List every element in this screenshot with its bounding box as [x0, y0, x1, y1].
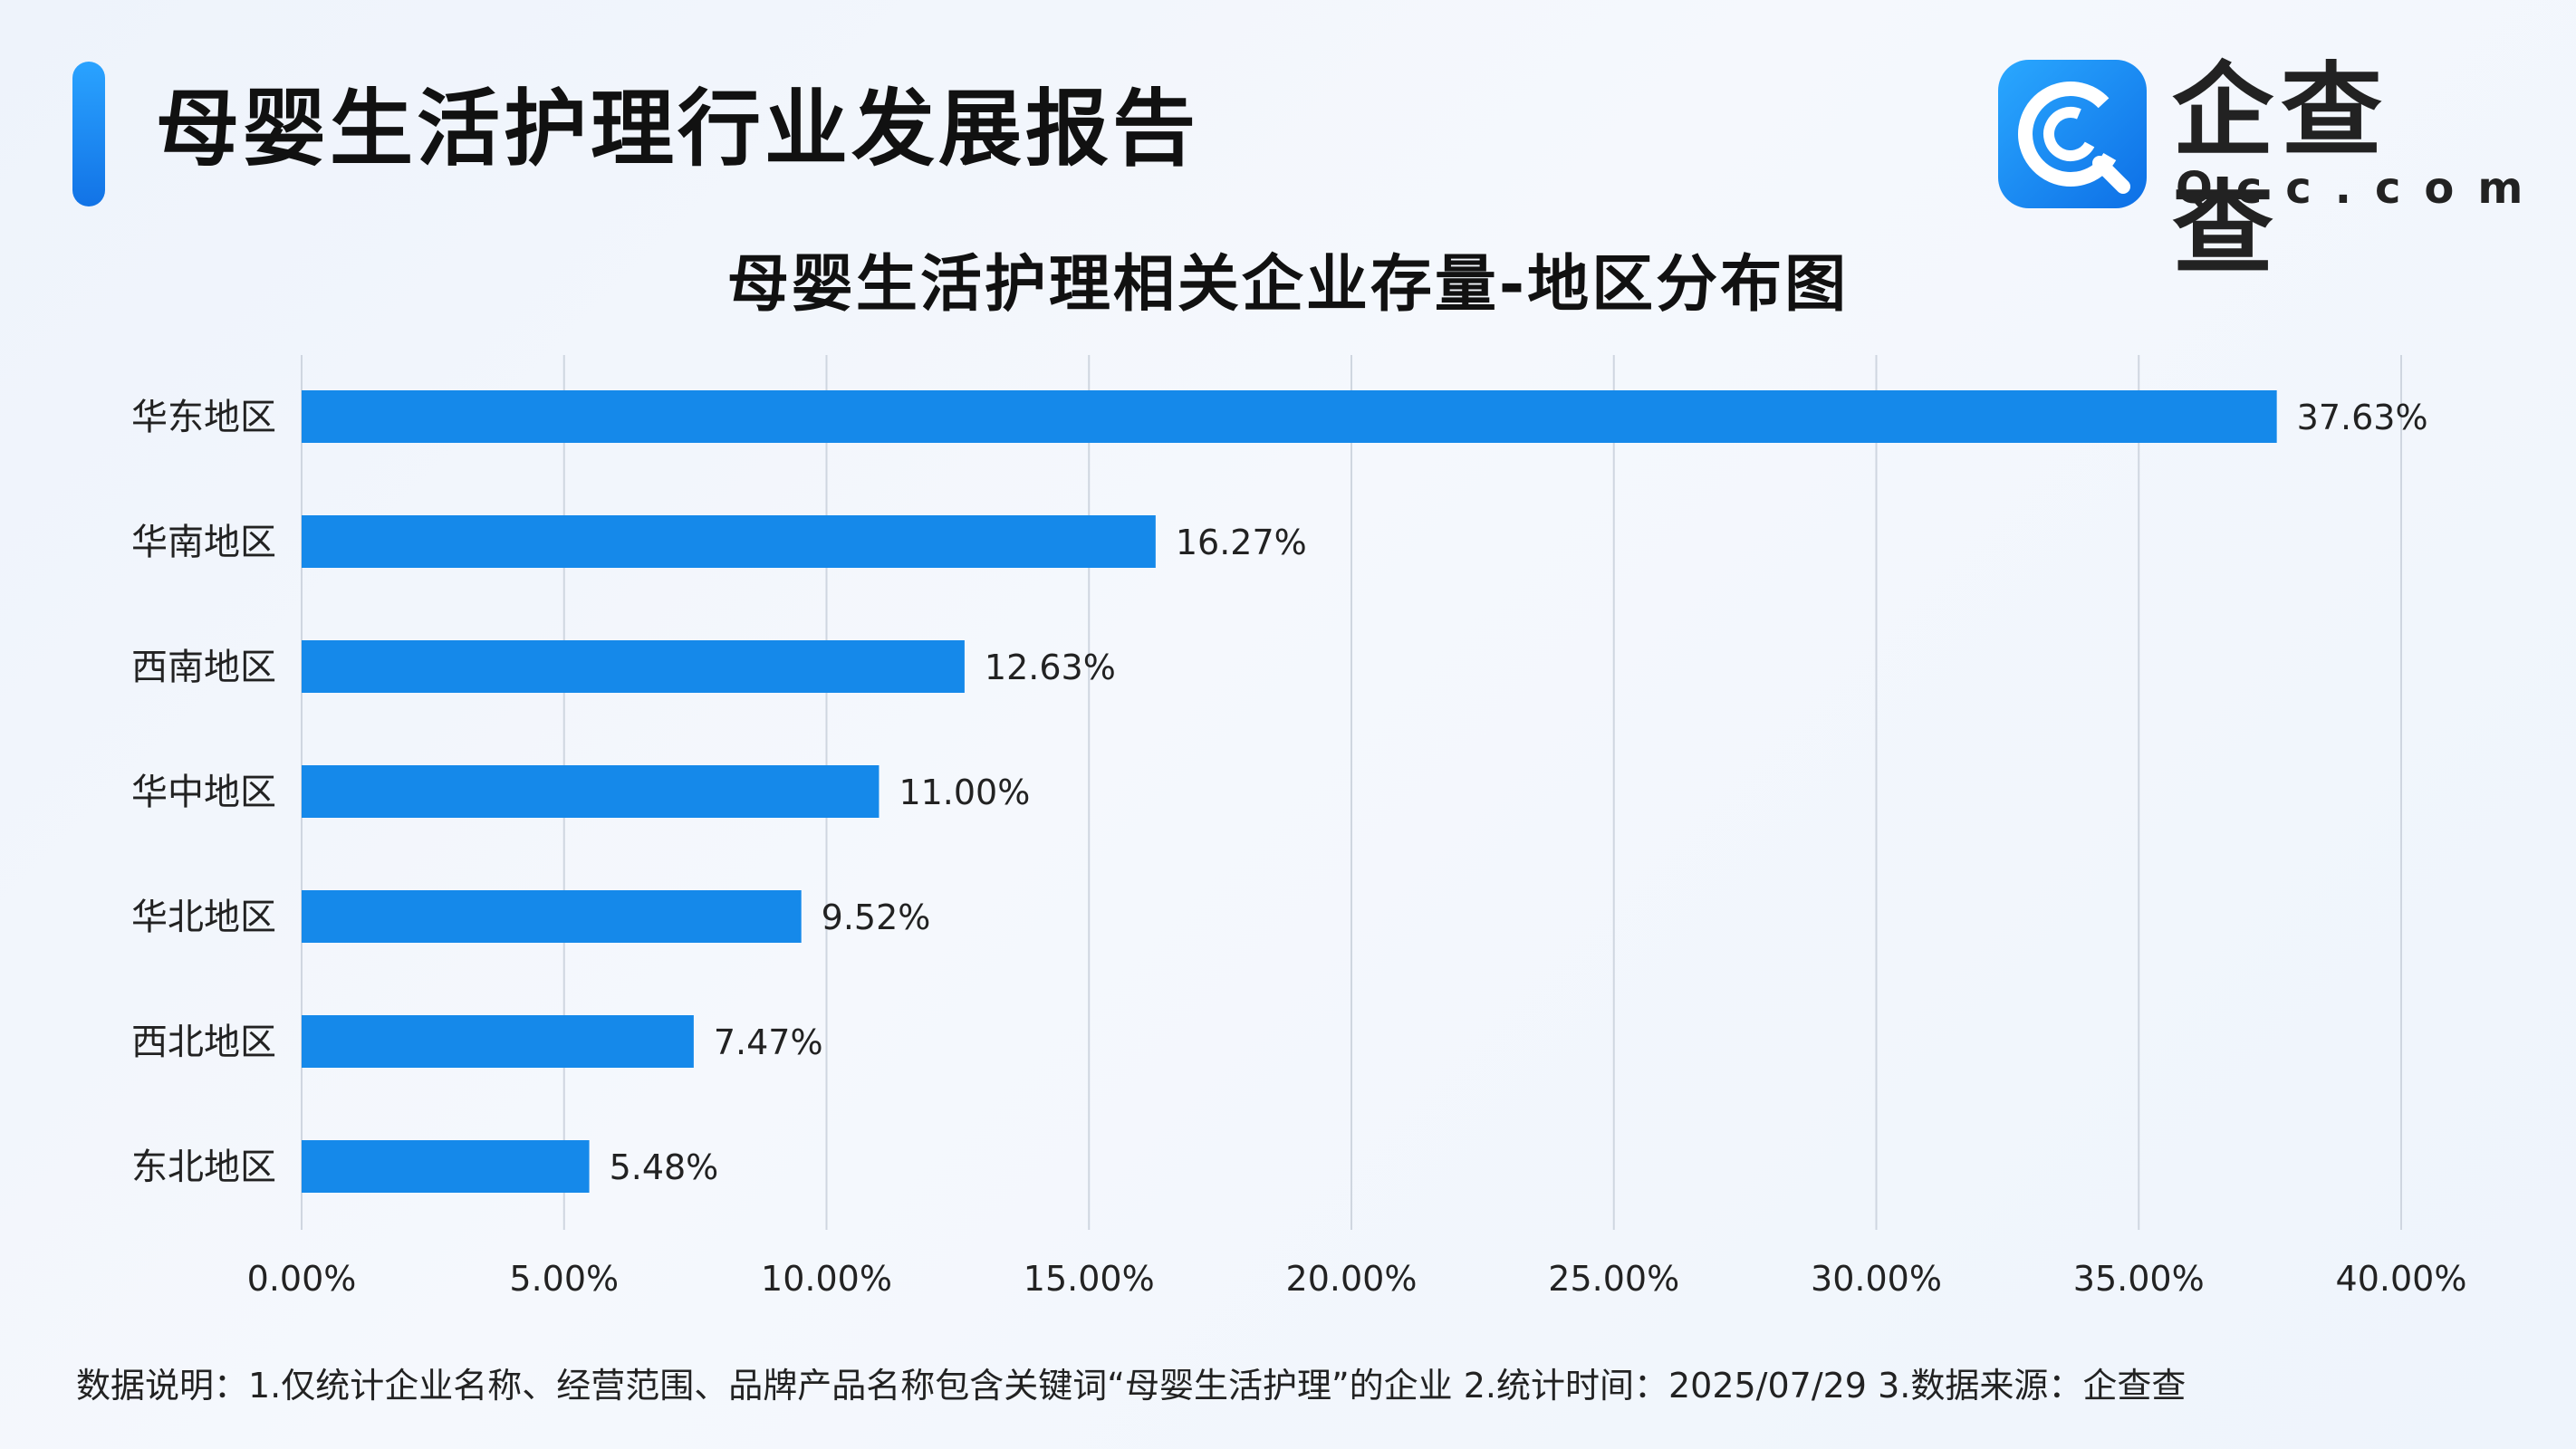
bar	[302, 515, 1156, 568]
x-tick-label: 30.00%	[1811, 1259, 1942, 1299]
category-label: 西北地区	[131, 1022, 276, 1063]
bar	[302, 640, 965, 693]
report-title: 母婴生活护理行业发展报告	[156, 81, 1200, 178]
value-label: 16.27%	[1176, 523, 1307, 562]
category-label: 西南地区	[131, 647, 276, 688]
x-tick-label: 10.00%	[761, 1259, 892, 1299]
x-tick-label: 35.00%	[2073, 1259, 2205, 1299]
bar	[302, 390, 2277, 443]
qcc-logo-icon	[1998, 60, 2147, 208]
value-label: 12.63%	[985, 648, 1116, 687]
x-tick-label: 25.00%	[1548, 1259, 1679, 1299]
qcc-logo: 企查查 Qcc.com	[1998, 53, 2523, 288]
category-label: 华中地区	[131, 772, 276, 813]
value-label: 7.47%	[714, 1022, 823, 1062]
x-tick-label: 0.00%	[247, 1259, 357, 1299]
qcc-logo-name: 企查查	[2172, 53, 2389, 288]
x-tick-label: 20.00%	[1286, 1259, 1418, 1299]
x-tick-label: 40.00%	[2336, 1259, 2467, 1299]
category-label: 华东地区	[131, 397, 276, 438]
category-label: 华南地区	[131, 522, 276, 563]
x-tick-label: 15.00%	[1024, 1259, 1155, 1299]
data-footnote: 数据说明：1.仅统计企业名称、经营范围、品牌产品名称包含关键词“母婴生活护理”的…	[76, 1366, 2187, 1406]
value-label: 11.00%	[899, 772, 1030, 812]
value-label: 9.52%	[822, 897, 931, 937]
value-label: 5.48%	[610, 1147, 719, 1187]
bar	[302, 1140, 590, 1193]
bar	[302, 765, 879, 818]
x-tick-label: 5.00%	[509, 1259, 619, 1299]
category-label: 华北地区	[131, 897, 276, 938]
qcc-logo-domain: Qcc.com	[2176, 163, 2547, 214]
category-label: 东北地区	[131, 1147, 276, 1188]
bar	[302, 1015, 694, 1068]
bar	[302, 890, 802, 943]
title-accent-bar	[72, 62, 105, 206]
value-label: 37.63%	[2297, 398, 2428, 437]
chart-title: 母婴生活护理相关企业存量-地区分布图	[726, 249, 1850, 321]
